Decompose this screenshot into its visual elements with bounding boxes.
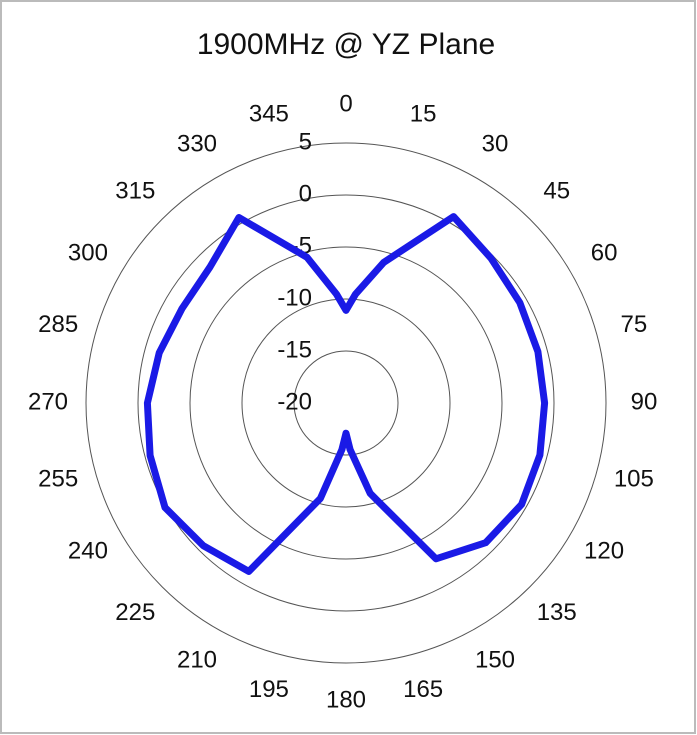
theta-tick-label: 240 <box>68 537 108 564</box>
theta-tick-label: 105 <box>614 465 654 492</box>
grid-ring <box>241 298 451 508</box>
theta-tick-label: 315 <box>115 178 155 205</box>
theta-tick-label: 75 <box>620 311 647 338</box>
r-tick-label: -10 <box>277 284 312 311</box>
theta-tick-label: 195 <box>249 676 289 703</box>
theta-tick-label: 30 <box>482 130 509 157</box>
theta-tick-label: 0 <box>339 90 352 117</box>
grid-ring <box>189 246 503 560</box>
theta-tick-label: 270 <box>28 388 68 415</box>
r-tick-label: -20 <box>277 388 312 415</box>
theta-tick-label: 180 <box>326 686 366 713</box>
theta-tick-label: 45 <box>543 178 570 205</box>
theta-tick-label: 255 <box>38 465 78 492</box>
theta-tick-label: 15 <box>410 100 437 127</box>
theta-tick-label: 225 <box>115 599 155 626</box>
pattern-line <box>143 213 549 575</box>
theta-tick-label: 300 <box>68 239 108 266</box>
r-tick-label: 5 <box>299 128 312 155</box>
grid-ring <box>137 194 555 612</box>
theta-tick-label: 135 <box>537 599 577 626</box>
r-tick-label: 0 <box>299 180 312 207</box>
theta-tick-label: 165 <box>403 676 443 703</box>
r-tick-label: -15 <box>277 336 312 363</box>
grid-ring <box>85 142 607 664</box>
theta-tick-label: 90 <box>631 388 658 415</box>
grid-ring <box>293 350 399 456</box>
theta-tick-label: 150 <box>475 646 515 673</box>
theta-tick-label: 345 <box>249 100 289 127</box>
theta-tick-label: 285 <box>38 311 78 338</box>
theta-tick-label: 330 <box>177 130 217 157</box>
theta-tick-label: 210 <box>177 646 217 673</box>
theta-tick-label: 120 <box>584 537 624 564</box>
theta-tick-label: 60 <box>591 239 618 266</box>
chart-title: 1900MHz @ YZ Plane <box>197 28 495 61</box>
